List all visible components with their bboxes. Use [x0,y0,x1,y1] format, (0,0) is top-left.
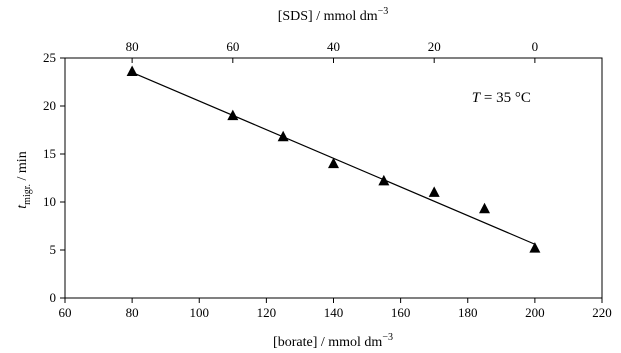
y-tick-label: 20 [43,98,56,113]
y-tick-label: 5 [50,242,57,257]
top-tick-label: 0 [532,39,539,54]
x-tick-label: 180 [458,305,478,320]
x-tick-label: 60 [59,305,72,320]
y-tick-label: 0 [50,290,57,305]
data-points [126,65,541,253]
left-axis: 0 5 10 15 20 25 [43,50,65,305]
y-tick-label: 15 [43,146,56,161]
x-tick-label: 140 [324,305,344,320]
top-tick-label: 80 [126,39,139,54]
temperature-annotation: T = 35 °C [472,90,531,106]
data-point [378,174,390,186]
bottom-axis: 60 80 100 120 140 160 180 200 220 [59,298,612,320]
data-point [479,202,491,214]
x-tick-label: 200 [525,305,545,320]
top-axis-title: [SDS] / mmol dm−3 [278,6,389,24]
top-tick-label: 20 [428,39,441,54]
data-point [126,65,138,76]
data-point [277,130,289,142]
x-tick-label: 160 [391,305,411,320]
data-point [227,109,239,121]
y-tick-label: 25 [43,50,56,65]
data-point [328,157,339,169]
x-tick-label: 220 [592,305,612,320]
top-axis: 80 60 40 20 0 [126,39,539,63]
y-axis-title: tmigr. / min [15,151,33,208]
x-tick-label: 80 [126,305,139,320]
top-tick-label: 60 [226,39,239,54]
y-tick-label: 10 [43,194,56,209]
top-tick-label: 40 [327,39,340,54]
data-point [428,186,440,197]
data-point [529,242,541,253]
x-tick-label: 120 [257,305,277,320]
x-tick-label: 100 [190,305,210,320]
x-axis-title: [borate] / mmol dm−3 [273,332,393,350]
